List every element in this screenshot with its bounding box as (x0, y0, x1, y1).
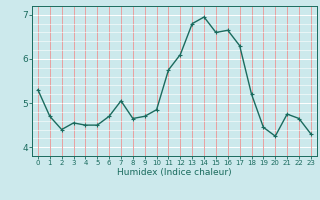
X-axis label: Humidex (Indice chaleur): Humidex (Indice chaleur) (117, 168, 232, 177)
